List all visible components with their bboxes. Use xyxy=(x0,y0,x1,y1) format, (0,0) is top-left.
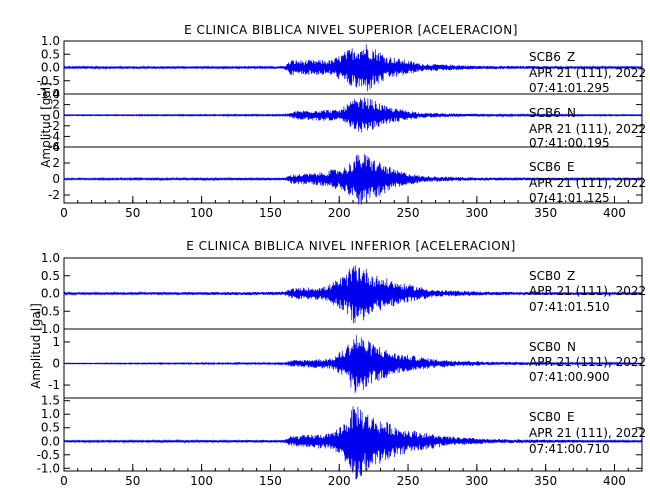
trace-component-label: E xyxy=(567,410,575,424)
trace-date-label: APR 21 (111), 2022 xyxy=(529,284,646,298)
trace-component-label: Z xyxy=(567,269,575,283)
trace-component-label: N xyxy=(567,340,576,354)
y-tick-label: 0.5 xyxy=(41,269,60,283)
waveform-trace xyxy=(63,97,643,133)
trace-box-scb0-z: 1.0 0.5 0.0 -0.5 -1.0 SCB0 Z APR 21 (111), 2… xyxy=(37,251,647,336)
y-tick-label: -1 xyxy=(48,378,60,392)
waveform-trace xyxy=(63,265,643,324)
x-tick-label: 200 xyxy=(328,474,351,488)
y-tick-label: -6 xyxy=(48,140,60,154)
y-tick-label: 0.5 xyxy=(41,47,60,61)
y-tick-label: 0.0 xyxy=(41,287,60,301)
y-tick-label: 2 xyxy=(52,98,60,112)
trace-box-scb6-e: 4 2 0 -2 SCB6 E APR 21 (111), 2022 07:41:01… xyxy=(48,140,646,205)
y-tick-label: 1 xyxy=(52,335,60,349)
y-tick-label: -1.0 xyxy=(37,87,60,101)
x-tick-label: 250 xyxy=(397,206,420,220)
y-tick-label: 2 xyxy=(52,156,60,170)
x-tick-label: 150 xyxy=(259,206,282,220)
trace-date-label: APR 21 (111), 2022 xyxy=(529,176,646,190)
y-tick-label: 0.5 xyxy=(41,421,60,435)
x-tick-label: 50 xyxy=(125,206,140,220)
x-tick-label: 150 xyxy=(259,474,282,488)
y-tick-label: -4 xyxy=(48,129,60,143)
x-tick-label: 0 xyxy=(60,474,68,488)
panel-title-inferior: E CLINICA BIBLICA NIVEL INFERIOR [ACELER… xyxy=(186,239,516,253)
y-axis-label-superior: Amplitud [gal] xyxy=(39,82,53,168)
y-axis-ticks: 1.00.50.0-0.5-1.0 xyxy=(37,34,642,101)
trace-station-label: SCB6 xyxy=(529,50,561,64)
x-tick-label: 100 xyxy=(190,474,213,488)
y-tick-label: -0.5 xyxy=(37,304,60,318)
x-tick-label: 100 xyxy=(190,206,213,220)
y-tick-label: 0 xyxy=(52,108,60,122)
trace-box-scb6-z: 1.00.50.0-0.5-1.0 SCB6 Z APR 21 (111), 2… xyxy=(37,34,647,101)
x-tick-label: 50 xyxy=(125,474,140,488)
y-tick-label: 0.0 xyxy=(41,61,60,75)
x-axis-superior: 0 50 100 150 200 250 300 350 400 xyxy=(60,196,643,220)
panel-superior: E CLINICA BIBLICA NIVEL SUPERIOR [ACELER… xyxy=(37,23,647,220)
y-axis-ticks: 1.51.00.50.0-0.5-1.0 xyxy=(37,394,642,475)
y-axis-ticks: 1.0 0.5 0.0 -0.5 -1.0 xyxy=(37,251,642,336)
trace-box-scb0-e: 1.51.00.50.0-0.5-1.0 SCB0 E APR 21 (111)… xyxy=(37,394,646,480)
trace-component-label: E xyxy=(567,160,575,174)
trace-box-scb6-n: 420-2-4-6 SCB6 N APR 21 (111), 2022 07:4… xyxy=(48,87,646,154)
trace-date-label: APR 21 (111), 2022 xyxy=(529,66,646,80)
waveform-trace xyxy=(63,154,643,205)
y-tick-label: -1.0 xyxy=(37,461,60,475)
panel-title-superior: E CLINICA BIBLICA NIVEL SUPERIOR [ACELER… xyxy=(184,23,518,37)
y-tick-label: -1.0 xyxy=(37,322,60,336)
y-tick-label: 1.0 xyxy=(41,407,60,421)
y-axis-label-inferior: Amplitud [gal] xyxy=(29,303,43,389)
trace-time-label: 07:41:00.900 xyxy=(529,370,610,384)
x-tick-label: 0 xyxy=(60,206,68,220)
x-tick-label: 400 xyxy=(603,474,626,488)
trace-station-label: SCB6 xyxy=(529,106,561,120)
y-tick-label: -0.5 xyxy=(37,74,60,88)
y-tick-label: 0 xyxy=(52,172,60,186)
x-tick-label: 400 xyxy=(603,206,626,220)
panel-inferior: E CLINICA BIBLICA NIVEL INFERIOR [ACELER… xyxy=(29,239,646,488)
trace-box-scb0-n: 1 0 -1 SCB0 N APR 21 (111), 2022 07:41:00.… xyxy=(48,328,646,399)
waveform-trace xyxy=(63,44,643,92)
y-tick-label: 4 xyxy=(52,140,60,154)
trace-date-label: APR 21 (111), 2022 xyxy=(529,355,646,369)
trace-station-label: SCB6 xyxy=(529,160,561,174)
trace-date-label: APR 21 (111), 2022 xyxy=(529,426,646,440)
x-tick-label: 350 xyxy=(534,206,557,220)
y-tick-label: 0 xyxy=(52,357,60,371)
waveform-trace xyxy=(63,406,643,480)
trace-station-label: SCB0 xyxy=(529,269,561,283)
y-tick-label: 4 xyxy=(52,87,60,101)
trace-time-label: 07:41:00.710 xyxy=(529,442,610,456)
y-tick-label: -2 xyxy=(48,119,60,133)
trace-date-label: APR 21 (111), 2022 xyxy=(529,122,646,136)
x-tick-label: 300 xyxy=(465,206,488,220)
y-tick-label: 0.0 xyxy=(41,434,60,448)
trace-component-label: N xyxy=(567,106,576,120)
x-tick-label: 250 xyxy=(397,474,420,488)
trace-time-label: 07:41:01.295 xyxy=(529,81,610,95)
trace-component-label: Z xyxy=(567,50,575,64)
x-axis-inferior: 0 50 100 150 200 250 300 350 400 xyxy=(60,464,643,488)
trace-time-label: 07:41:01.125 xyxy=(529,191,610,205)
trace-time-label: 07:41:00.195 xyxy=(529,136,610,150)
trace-station-label: SCB0 xyxy=(529,340,561,354)
y-tick-label: -0.5 xyxy=(37,448,60,462)
y-tick-label: 1.0 xyxy=(41,34,60,48)
trace-station-label: SCB0 xyxy=(529,410,561,424)
y-tick-label: 1.5 xyxy=(41,394,60,408)
trace-time-label: 07:41:01.510 xyxy=(529,300,610,314)
y-tick-label: -2 xyxy=(48,188,60,202)
x-tick-label: 200 xyxy=(328,206,351,220)
x-tick-label: 350 xyxy=(534,474,557,488)
x-tick-label: 300 xyxy=(465,474,488,488)
waveform-trace xyxy=(63,335,643,393)
y-tick-label: 1.0 xyxy=(41,251,60,265)
